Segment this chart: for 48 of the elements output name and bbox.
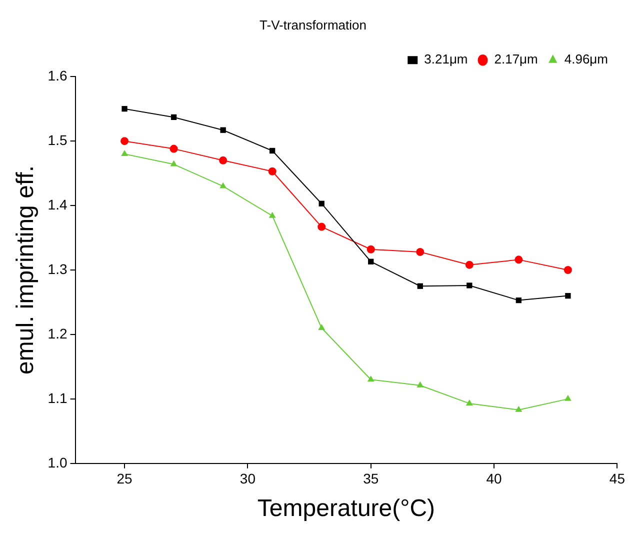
y-tick-label: 1.6 — [48, 67, 68, 84]
point — [120, 137, 129, 146]
point — [564, 266, 572, 274]
point — [515, 406, 522, 412]
x-tick-label: 35 — [363, 470, 379, 487]
point — [564, 394, 572, 401]
point — [220, 127, 226, 133]
point — [318, 200, 324, 206]
y-tick-label: 1.4 — [48, 196, 68, 212]
x-tick-label: 40 — [486, 470, 502, 487]
x-axis-title: Temperature(°C) — [257, 495, 436, 522]
point — [318, 222, 326, 231]
point — [122, 106, 128, 112]
point — [417, 283, 423, 289]
point — [368, 258, 374, 264]
point — [220, 182, 227, 188]
point — [516, 297, 522, 304]
y-tick-label: 1.2 — [48, 325, 68, 342]
point — [465, 260, 474, 269]
point — [121, 150, 128, 156]
point — [466, 399, 473, 406]
point — [318, 324, 326, 330]
point — [219, 156, 228, 164]
point — [268, 167, 276, 176]
x-tick-label: 45 — [609, 470, 626, 487]
chart-title: T-V-transformation — [260, 17, 366, 32]
point — [366, 245, 375, 254]
x-tick-label: 30 — [240, 470, 256, 487]
point — [565, 292, 571, 299]
x-tick-label: 25 — [116, 470, 133, 487]
legend-label: 2.17μm — [494, 52, 538, 67]
point — [466, 282, 472, 288]
y-tick-label: 1.5 — [48, 132, 68, 148]
point — [367, 376, 374, 382]
point — [170, 144, 178, 153]
y-tick-label: 1.3 — [48, 260, 68, 277]
point — [514, 256, 523, 264]
legend-label: 4.96μm — [564, 52, 608, 67]
y-axis-title: emul. imprinting eff. — [12, 166, 40, 374]
point — [170, 114, 177, 120]
legend-label: 3.21μm — [424, 52, 468, 67]
y-tick-label: 1.1 — [48, 390, 68, 406]
point — [416, 248, 424, 256]
y-tick-label: 1.0 — [48, 454, 68, 470]
point — [270, 148, 276, 154]
point — [268, 212, 276, 218]
point — [416, 381, 424, 388]
point — [170, 160, 178, 166]
